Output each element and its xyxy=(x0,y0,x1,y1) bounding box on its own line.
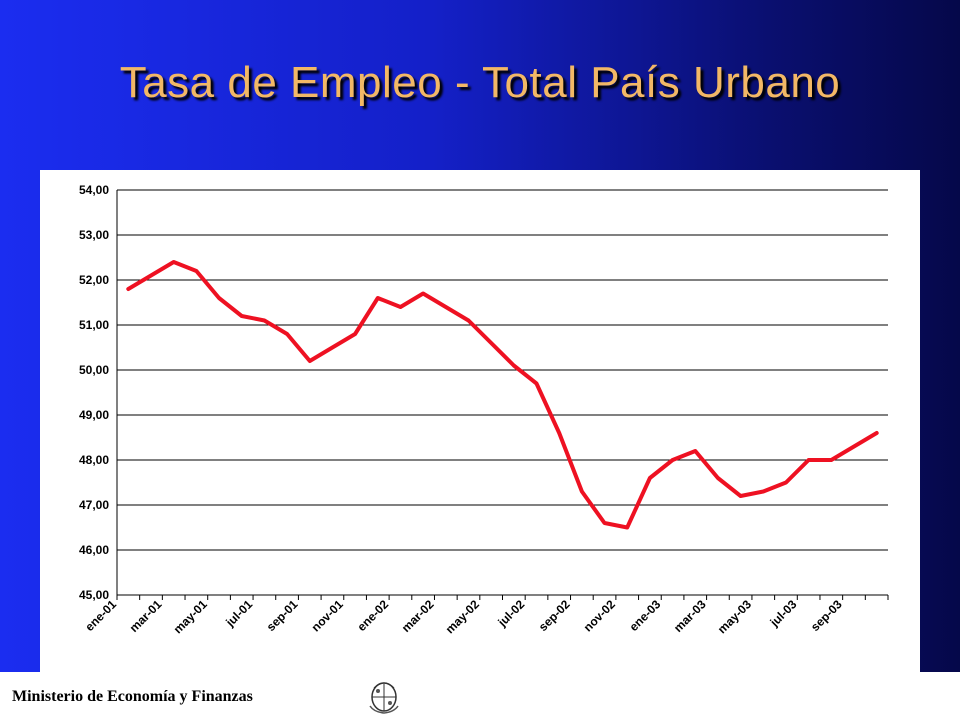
data-point xyxy=(716,476,720,480)
data-point xyxy=(648,476,652,480)
data-point xyxy=(580,490,584,493)
data-point xyxy=(172,260,176,264)
x-tick-label: ene-02 xyxy=(354,597,391,634)
x-tick-label: jul-03 xyxy=(767,597,800,630)
x-tick-label: sep-03 xyxy=(808,597,845,634)
data-point xyxy=(625,526,629,529)
x-tick-label: may-03 xyxy=(715,597,754,636)
data-point xyxy=(217,296,221,300)
x-tick-label: may-02 xyxy=(443,597,482,636)
data-point xyxy=(126,287,130,291)
data-point xyxy=(376,296,380,300)
data-point xyxy=(512,364,516,367)
data-point xyxy=(875,431,879,435)
x-tick-label: mar-03 xyxy=(671,597,709,635)
employment-rate-line-chart: 45,00 46,00 47,00 48,00 49,00 50,00 51,00 52,00… xyxy=(79,183,889,636)
data-point xyxy=(807,458,811,462)
x-tick-label: mar-01 xyxy=(127,597,165,635)
y-tick-label: 50,00 xyxy=(79,363,109,377)
x-tick-label: jul-01 xyxy=(222,597,255,630)
y-tick-label: 48,00 xyxy=(79,453,109,467)
data-point xyxy=(693,449,697,453)
data-point xyxy=(829,458,833,462)
chart-area: 45,00 46,00 47,00 48,00 49,00 50,00 51,00 52,00… xyxy=(40,170,920,690)
footer-bar xyxy=(0,672,960,720)
data-point xyxy=(330,346,334,349)
data-point xyxy=(149,274,153,277)
x-tick-label: ene-01 xyxy=(82,597,119,634)
y-tick-label: 49,00 xyxy=(79,408,109,422)
data-point xyxy=(489,341,493,345)
x-tick-label: sep-01 xyxy=(264,597,301,634)
data-point xyxy=(444,305,448,309)
y-tick-label: 46,00 xyxy=(79,543,109,557)
x-tick-label: mar-02 xyxy=(399,597,437,635)
y-tick-label: 52,00 xyxy=(79,273,109,287)
data-point xyxy=(535,382,539,385)
ministry-label: Ministerio de Economía y Finanzas xyxy=(12,688,253,705)
data-point xyxy=(603,521,607,525)
data-point xyxy=(194,269,198,273)
data-point xyxy=(852,445,856,448)
x-tick-label: sep-02 xyxy=(536,597,573,634)
data-point xyxy=(308,359,312,363)
data-point xyxy=(557,431,561,435)
coat-of-arms-icon xyxy=(369,682,399,714)
data-point xyxy=(739,494,743,498)
data-point xyxy=(421,292,425,295)
data-point xyxy=(784,481,788,484)
y-tick-label: 51,00 xyxy=(79,318,109,332)
slide-title: Tasa de Empleo - Total País Urbano xyxy=(119,58,841,107)
x-tick-label: nov-01 xyxy=(309,597,346,634)
series-line xyxy=(126,260,879,530)
data-point xyxy=(671,458,675,462)
data-point xyxy=(262,319,266,322)
x-tick-label: nov-02 xyxy=(581,597,618,634)
y-tick-label: 53,00 xyxy=(79,228,109,242)
x-tick-label: ene-03 xyxy=(627,597,664,634)
data-point xyxy=(240,314,244,318)
data-point xyxy=(285,332,289,336)
x-tick-label: jul-02 xyxy=(495,597,528,630)
data-point xyxy=(353,332,357,336)
x-tick-label: may-01 xyxy=(171,597,210,636)
y-tick-label: 54,00 xyxy=(79,183,109,197)
y-tick-label: 45,00 xyxy=(79,588,109,602)
data-point xyxy=(761,490,765,493)
data-point xyxy=(466,319,470,322)
data-point xyxy=(398,305,402,309)
y-tick-label: 47,00 xyxy=(79,498,109,512)
